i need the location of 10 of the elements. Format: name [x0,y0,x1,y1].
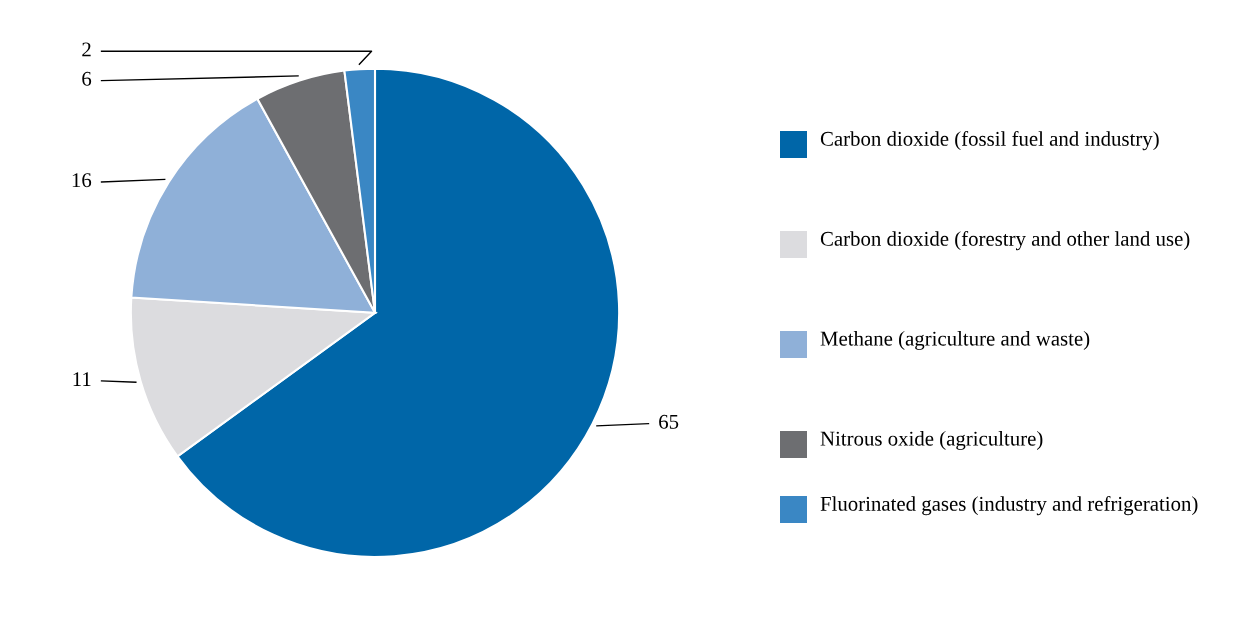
data-label: 16 [72,173,92,188]
data-label: 65 [659,414,679,429]
legend-label: Carbon dioxide (forestry and other land use) [820,231,1190,251]
legend-label: Methane (agriculture and waste) [820,331,1090,350]
data-label: 6 [82,71,92,86]
data-label: 11 [73,372,91,386]
data-label: 2 [82,42,91,57]
legend-label: Nitrous oxide (agriculture) [820,431,1043,450]
legend-label: Fluorinated gases (industry and refrigeration) [820,496,1198,516]
legend-label: Carbon dioxide (fossil fuel and industry) [820,131,1159,151]
